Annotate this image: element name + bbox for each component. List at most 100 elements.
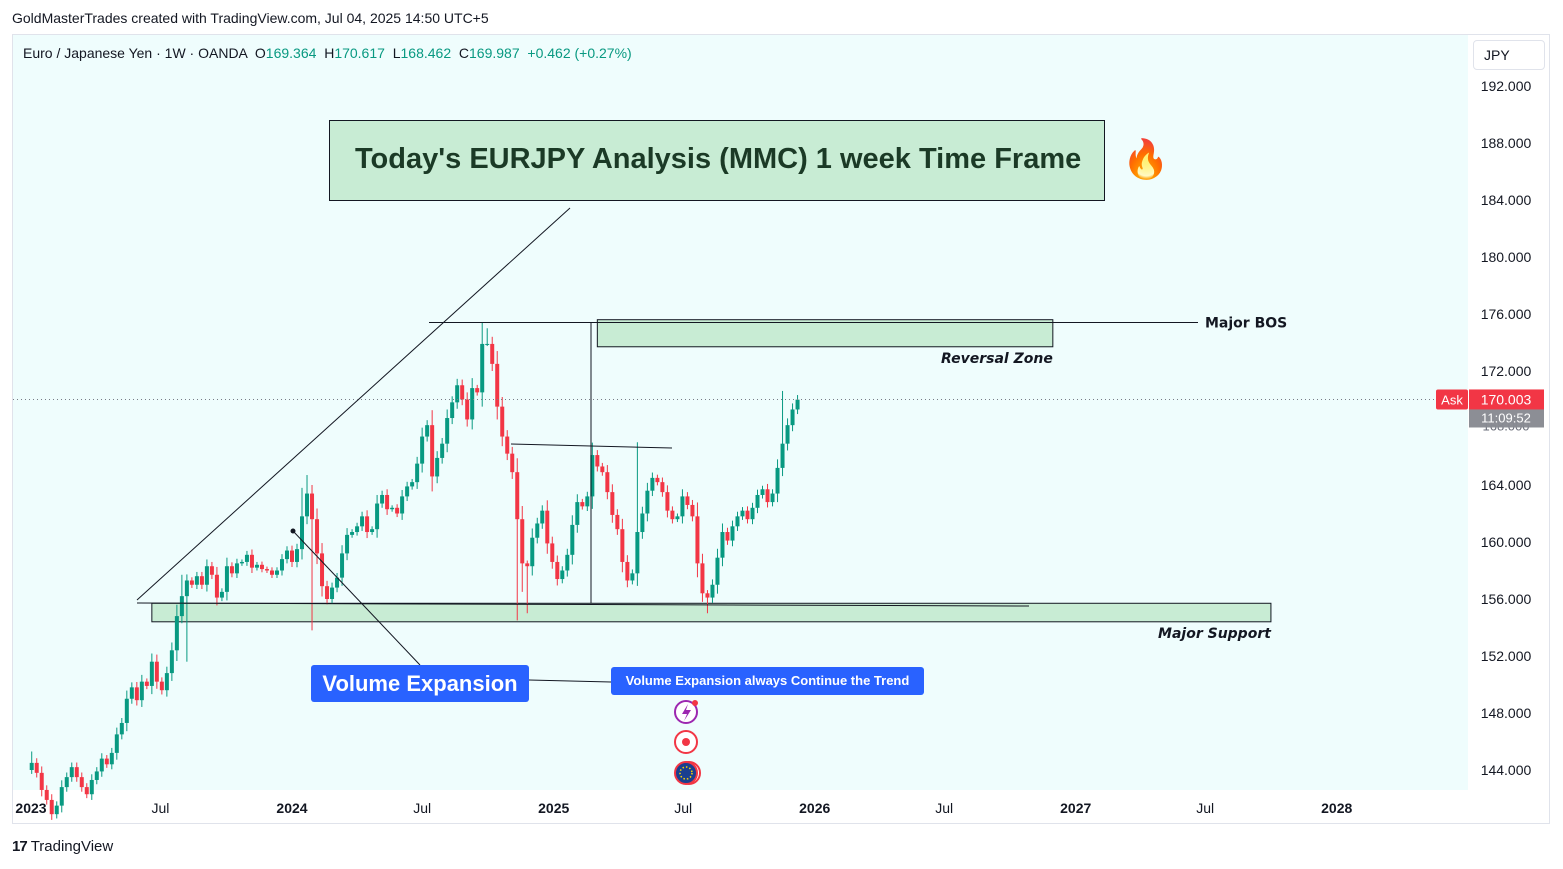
candle-body	[410, 482, 414, 486]
candle-body	[525, 563, 529, 566]
major-support-label: Major Support	[1158, 626, 1272, 642]
candle-body	[570, 525, 574, 555]
analysis-title-box[interactable]: Today's EURJPY Analysis (MMC) 1 week Tim…	[329, 120, 1105, 201]
candle-body	[235, 563, 239, 573]
x-tick-label: Jul	[674, 800, 692, 816]
candle-body	[260, 565, 264, 569]
x-tick-label: 2023	[15, 800, 46, 816]
candle-body	[350, 532, 354, 535]
candle-body	[710, 585, 714, 598]
candle-body	[761, 489, 765, 495]
candle-body	[540, 511, 544, 524]
candle[interactable]	[50, 794, 54, 820]
x-tick-label: 2026	[799, 800, 830, 816]
close-value: 169.987	[469, 45, 520, 61]
candle-body	[535, 523, 539, 537]
candle-body	[40, 773, 44, 790]
candle-body	[70, 767, 74, 777]
candle-body	[280, 559, 284, 570]
candle-body	[490, 344, 494, 364]
major-support-box[interactable]	[152, 603, 1271, 622]
candle-body	[195, 576, 199, 585]
candle-body	[190, 580, 194, 584]
earnings-event-dot	[682, 738, 690, 746]
candle-body	[35, 763, 39, 773]
x-tick-label: 2027	[1060, 800, 1091, 816]
candle-body	[205, 566, 209, 585]
eu-flag-ring	[675, 762, 697, 784]
candle-body	[500, 407, 504, 437]
candle-body	[210, 566, 214, 575]
currency-button[interactable]: JPY	[1473, 40, 1545, 70]
candle-body	[355, 526, 359, 532]
candle-body	[270, 571, 274, 575]
candle-body	[90, 780, 94, 794]
candle-body	[160, 682, 164, 691]
eu-flag-event-icon[interactable]	[675, 762, 700, 784]
candle-body	[635, 532, 639, 573]
candle-body	[445, 418, 449, 444]
reversal-zone-box[interactable]	[597, 320, 1052, 347]
y-tick-label: 148.000	[1481, 705, 1532, 721]
candle-body	[751, 508, 755, 519]
candle-body	[30, 763, 34, 770]
open-value: 169.364	[266, 45, 317, 61]
candle-body	[786, 425, 790, 444]
anchor-dot	[291, 529, 296, 534]
volume-expansion-label[interactable]: Volume Expansion	[311, 665, 529, 702]
candle-body	[140, 682, 144, 701]
candle-body	[640, 514, 644, 533]
notification-dot	[692, 700, 698, 706]
candle-body	[435, 458, 439, 477]
candle-body	[380, 495, 384, 504]
candle-body	[115, 734, 119, 753]
candle-body	[385, 495, 389, 509]
y-tick-label: 144.000	[1481, 762, 1532, 778]
candle-body	[420, 437, 424, 464]
candle[interactable]	[55, 801, 59, 818]
candle-body	[510, 454, 514, 473]
candle-body	[725, 532, 729, 541]
y-tick-label: 176.000	[1481, 306, 1532, 322]
y-tick-label: 180.000	[1481, 249, 1532, 265]
candle-body	[95, 771, 99, 780]
candle-body	[781, 444, 785, 468]
candle-body	[65, 777, 69, 787]
candle-body	[100, 759, 104, 772]
volume-continue-label[interactable]: Volume Expansion always Continue the Tre…	[611, 667, 924, 695]
candle-body	[360, 516, 364, 526]
candle-body	[495, 364, 499, 407]
symbol-name[interactable]: Euro / Japanese Yen · 1W · OANDA	[23, 45, 247, 61]
candle-body	[475, 388, 479, 392]
candle-body	[155, 662, 159, 682]
tradingview-logo[interactable]: 17 TradingView	[12, 838, 113, 855]
y-tick-label: 156.000	[1481, 591, 1532, 607]
candle-body	[605, 472, 609, 492]
earnings-event-icon[interactable]	[675, 731, 697, 753]
candle-body	[600, 466, 604, 472]
candle-body	[230, 566, 234, 573]
candle-body	[776, 468, 780, 494]
candle-body	[55, 806, 59, 815]
x-tick-label: Jul	[413, 800, 431, 816]
candle-body	[465, 400, 469, 420]
candle-body	[45, 790, 49, 800]
ask-label: Ask	[1441, 392, 1463, 407]
candle-body	[105, 759, 109, 765]
candle-body	[75, 767, 79, 777]
candle-body	[766, 489, 770, 502]
candle-body	[265, 569, 269, 570]
candle-body	[180, 596, 184, 616]
candle-body	[415, 464, 419, 483]
candle-body	[756, 495, 760, 508]
candle-body	[130, 687, 134, 698]
candle-body	[220, 592, 224, 598]
candle-body	[530, 538, 534, 567]
candle-body	[225, 566, 229, 592]
lightning-event-icon[interactable]	[675, 700, 698, 723]
symbol-ohlc-bar[interactable]: Euro / Japanese Yen · 1W · OANDA O169.36…	[23, 45, 632, 61]
candle-body	[580, 502, 584, 506]
y-tick-label: 160.000	[1481, 534, 1532, 550]
candle-body	[345, 535, 349, 554]
low-value: 168.462	[401, 45, 452, 61]
